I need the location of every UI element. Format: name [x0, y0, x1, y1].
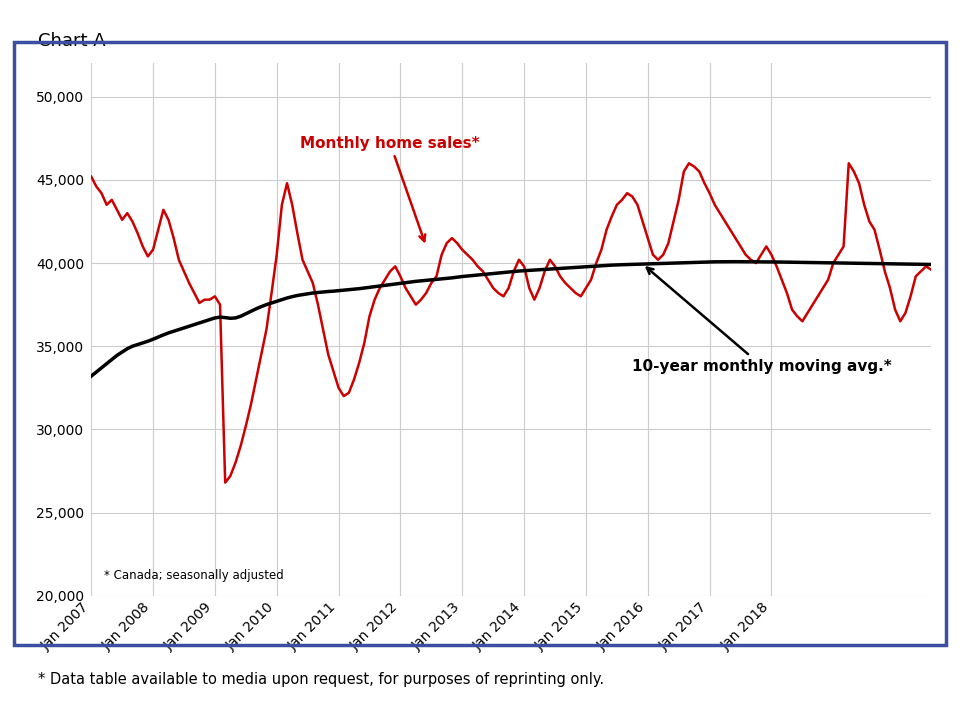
Text: * Data table available to media upon request, for purposes of reprinting only.: * Data table available to media upon req…	[38, 673, 605, 687]
Text: Chart A: Chart A	[38, 32, 106, 50]
Text: 10-year monthly moving avg.*: 10-year monthly moving avg.*	[633, 268, 892, 374]
Text: * Canada; seasonally adjusted: * Canada; seasonally adjusted	[104, 570, 283, 582]
Text: Monthly home sales*: Monthly home sales*	[300, 136, 480, 241]
